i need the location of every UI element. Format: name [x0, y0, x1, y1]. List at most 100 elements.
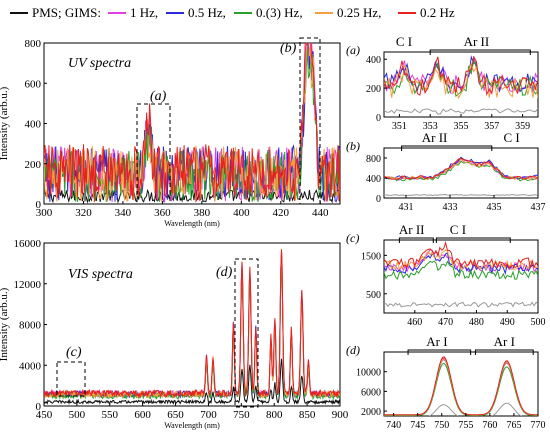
line-label: C I [396, 34, 412, 49]
y-tick-label: 400 [366, 55, 381, 66]
zoom-box-c [56, 361, 86, 397]
y-tick-label: 200 [25, 159, 42, 171]
x-tick-label: 600 [134, 409, 151, 421]
x-tick-label: 700 [200, 409, 217, 421]
legend-entry: 1 Hz, [108, 5, 158, 20]
legend-label: 0.5 Hz, [188, 5, 226, 20]
y-tick-label: 800 [366, 154, 381, 165]
line-label: Ar II [422, 130, 448, 145]
panel-tag: (c) [346, 231, 359, 245]
x-tick-label: 480 [469, 317, 484, 328]
inset-d-panel: 740 745 750 755 760 765 770 2000 6000 10000 (d) Ar … [346, 334, 546, 431]
x-tick-label: 800 [266, 409, 283, 421]
y-tick-label: 12000 [14, 279, 42, 291]
panel-tag: (b) [346, 139, 360, 153]
x-tick-label: 765 [506, 420, 521, 431]
y-tick-label: 800 [25, 38, 42, 50]
x-tick-label: 460 [407, 317, 422, 328]
line-bracket [435, 237, 511, 243]
series-line [384, 62, 538, 100]
x-tick-label: 550 [102, 409, 119, 421]
series-line [384, 301, 538, 308]
y-tick-label: 0 [36, 401, 42, 413]
x-tick-label: 437 [531, 202, 546, 213]
line-bracket [407, 349, 472, 355]
y-tick-label: 1500 [361, 251, 381, 262]
uv-spectra-panel: 300 320 340 360 380 400 420 440 0 200 400 600 800 Wav… [0, 38, 341, 228]
line-label: Ar I [426, 334, 447, 349]
series-line [384, 240, 538, 269]
series-line [384, 108, 538, 115]
y-tick-label: 6000 [361, 387, 381, 398]
x-tick-label: 431 [399, 202, 414, 213]
legend-entry: 0.2 Hz [398, 5, 455, 20]
x-axis-title: Wavelength (nm) [164, 219, 220, 228]
x-tick-label: 433 [443, 202, 458, 213]
inset-c-panel: 460 470 480 490 500 500 1500(c) Ar II C I [346, 222, 546, 328]
y-axis-title: Intensity (arb.u.) [0, 287, 10, 361]
y-tick-label: 0 [36, 199, 42, 211]
box-b-label: (b) [280, 41, 297, 56]
inset-a-panel: 351 353 355 357 359 0 200 400 (a) C I Ar II [346, 34, 539, 132]
series-line [384, 55, 538, 97]
x-tick-label: 740 [386, 420, 401, 431]
x-tick-label: 500 [531, 317, 546, 328]
x-tick-label: 359 [515, 121, 530, 132]
x-tick-label: 353 [423, 121, 438, 132]
plot-frame [383, 147, 539, 199]
legend-label: PMS; GIMS: [32, 5, 101, 20]
x-tick-label: 435 [487, 202, 502, 213]
x-tick-label: 340 [115, 207, 132, 219]
series-line [428, 402, 523, 416]
line-bracket [474, 349, 534, 355]
line-label: C I [503, 130, 519, 145]
box-c-label: (c) [66, 345, 82, 360]
x-tick-label: 500 [69, 409, 86, 421]
y-tick-label: 4000 [19, 360, 42, 372]
series-line [44, 43, 340, 202]
line-label: Ar I [494, 334, 515, 349]
y-tick-label: 2000 [361, 407, 381, 418]
x-tick-label: 351 [392, 121, 407, 132]
series-line [44, 358, 340, 406]
x-tick-label: 470 [438, 317, 453, 328]
series-line [384, 157, 538, 180]
x-tick-label: 900 [332, 409, 349, 421]
legend-label: 1 Hz, [130, 5, 158, 20]
x-tick-label: 360 [154, 207, 171, 219]
series-line [44, 249, 340, 399]
x-tick-label: 760 [482, 420, 497, 431]
legend-label: 0.25 Hz, [337, 5, 381, 20]
legend: PMS; GIMS: 1 Hz, 0.5 Hz, 0.(3) Hz, 0.25 Hz, 0… [10, 5, 455, 20]
y-tick-label: 10000 [356, 368, 381, 379]
zoom-box-b [299, 37, 321, 205]
series-line [44, 43, 340, 203]
line-bracket [398, 237, 434, 243]
x-tick-label: 650 [167, 409, 184, 421]
vis-title: VIS spectra [68, 267, 133, 282]
box-a-label: (a) [150, 89, 167, 104]
y-axis-title: Intensity (arb.u.) [0, 86, 10, 160]
y-tick-label: 400 [366, 174, 381, 185]
x-tick-label: 420 [273, 207, 290, 219]
y-tick-label: 400 [25, 119, 42, 131]
legend-entry: 0.5 Hz, [166, 5, 226, 20]
zoom-box-a [136, 103, 171, 205]
line-label: C I [450, 222, 466, 237]
inset-b-panel: 431 433 435 437 0 400 800 (b) Ar II C I [346, 130, 546, 213]
x-tick-label: 440 [312, 207, 329, 219]
y-tick-label: 600 [25, 78, 42, 90]
box-d-label: (d) [216, 265, 233, 280]
series-line [384, 193, 538, 197]
x-tick-label: 755 [458, 420, 473, 431]
x-tick-label: 300 [36, 207, 53, 219]
line-bracket [429, 49, 531, 55]
x-axis-title: Wavelength (nm) [164, 421, 220, 430]
x-tick-label: 490 [500, 317, 515, 328]
x-tick-label: 750 [233, 409, 250, 421]
legend-entry: 0.(3) Hz, [234, 5, 303, 20]
x-tick-label: 320 [75, 207, 92, 219]
plot-frame [383, 351, 539, 417]
line-label: Ar II [399, 222, 425, 237]
